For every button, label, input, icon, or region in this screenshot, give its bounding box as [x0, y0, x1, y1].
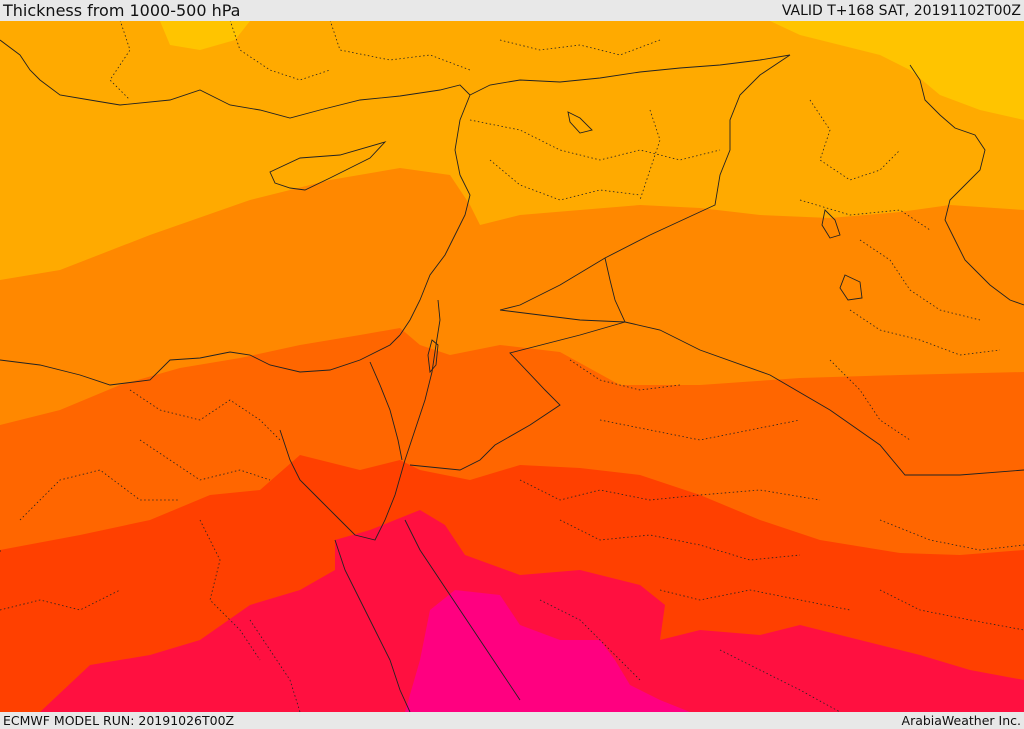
turkey-syria-border — [469, 54, 791, 96]
band-5 — [40, 510, 1024, 712]
band-6 — [405, 590, 690, 712]
cyprus — [269, 141, 387, 191]
credit: ArabiaWeather Inc. — [901, 713, 1021, 728]
assad-lake — [567, 111, 593, 134]
red-sea-west — [334, 539, 411, 712]
habbaniyah-lake — [839, 274, 863, 301]
syria-iraq-border — [499, 54, 791, 311]
valid-time: VALID T+168 SAT, 20191102T00Z — [781, 3, 1021, 19]
band-yellow-nw — [160, 21, 250, 50]
jordan-saudi-border — [499, 309, 1024, 476]
iraq-iran-border — [909, 64, 1024, 306]
sinai-gulf — [279, 429, 406, 541]
jordan-iraq-border — [409, 257, 626, 471]
israel-jordan-border — [404, 299, 441, 461]
sinai-israel-border — [369, 361, 403, 461]
tharthar-lake — [821, 209, 841, 239]
model-run: ECMWF MODEL RUN: 20191026T00Z — [3, 713, 235, 728]
thickness-map-svg — [0, 21, 1024, 712]
coastlines — [0, 39, 863, 712]
egypt-coast — [0, 334, 401, 386]
red-sea-east — [404, 519, 521, 701]
dead-sea — [427, 339, 439, 374]
band-yellow-ne — [770, 21, 1024, 120]
turkey-coast — [0, 39, 471, 176]
country-borders — [0, 54, 1024, 552]
admin-boundaries — [0, 21, 1024, 712]
thickness-map — [0, 21, 1024, 712]
levant-coast — [399, 174, 471, 336]
map-header: Thickness from 1000-500 hPa VALID T+168 … — [0, 0, 1024, 21]
map-footer: ECMWF MODEL RUN: 20191026T00Z ArabiaWeat… — [0, 712, 1024, 729]
map-title: Thickness from 1000-500 hPa — [3, 1, 241, 20]
